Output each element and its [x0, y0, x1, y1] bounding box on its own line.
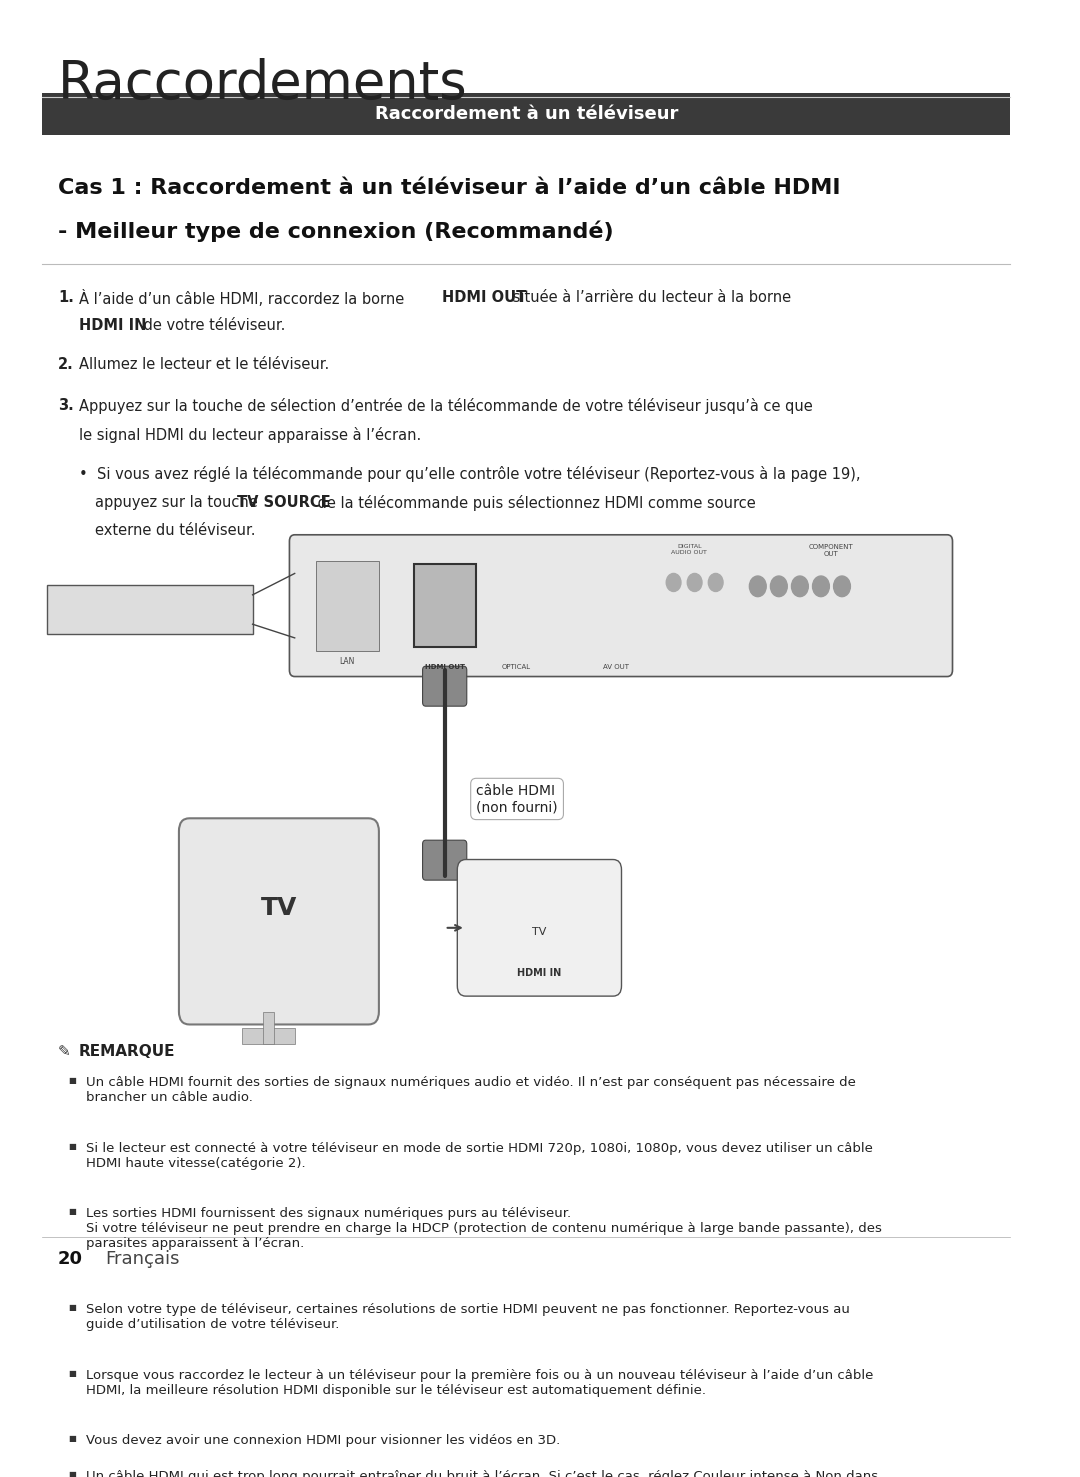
FancyBboxPatch shape	[264, 1012, 273, 1044]
Text: Cas 1 : Raccordement à un téléviseur à l’aide d’un câble HDMI: Cas 1 : Raccordement à un téléviseur à l…	[58, 177, 840, 198]
Text: Un câble HDMI fournit des sorties de signaux numériques audio et vidéo. Il n’est: Un câble HDMI fournit des sorties de sig…	[86, 1077, 856, 1103]
Text: Un câble HDMI qui est trop long pourrait entraîner du bruit à l’écran. Si c’est : Un câble HDMI qui est trop long pourrait…	[86, 1470, 878, 1477]
Text: ■: ■	[68, 1369, 77, 1378]
Circle shape	[770, 576, 787, 597]
Text: TV SOURCE: TV SOURCE	[237, 495, 330, 510]
Text: Les sorties HDMI fournissent des signaux numériques purs au téléviseur.
Si votre: Les sorties HDMI fournissent des signaux…	[86, 1208, 882, 1251]
Text: HDMI IN: HDMI IN	[517, 967, 562, 978]
Circle shape	[834, 576, 850, 597]
Circle shape	[687, 573, 702, 591]
FancyBboxPatch shape	[179, 818, 379, 1025]
FancyBboxPatch shape	[422, 840, 467, 880]
Text: - Meilleur type de connexion (Recommandé): - Meilleur type de connexion (Recommandé…	[58, 220, 613, 242]
Text: COMPONENT
OUT: COMPONENT OUT	[809, 544, 854, 557]
Text: Lorsque vous raccordez le lecteur à un téléviseur pour la première fois ou à un : Lorsque vous raccordez le lecteur à un t…	[86, 1369, 874, 1397]
FancyBboxPatch shape	[42, 93, 1011, 136]
Text: 1.: 1.	[58, 289, 73, 304]
FancyBboxPatch shape	[422, 666, 467, 706]
Text: TV: TV	[260, 897, 297, 920]
Text: Français: Français	[105, 1250, 179, 1267]
Text: Selon votre type de téléviseur, certaines résolutions de sortie HDMI peuvent ne : Selon votre type de téléviseur, certaine…	[86, 1303, 850, 1331]
Circle shape	[750, 576, 766, 597]
Text: AV OUT: AV OUT	[603, 663, 629, 669]
Text: ■: ■	[68, 1470, 77, 1477]
Text: HDMI OUT: HDMI OUT	[424, 663, 464, 669]
Text: LAN: LAN	[339, 657, 355, 666]
Circle shape	[708, 573, 724, 591]
Text: Allumez le lecteur et le téléviseur.: Allumez le lecteur et le téléviseur.	[79, 357, 329, 372]
Text: ✎: ✎	[58, 1044, 70, 1059]
Text: HDMI IN: HDMI IN	[79, 319, 147, 334]
Text: ■: ■	[68, 1208, 77, 1217]
FancyBboxPatch shape	[414, 564, 475, 647]
Text: TV: TV	[532, 926, 546, 936]
FancyBboxPatch shape	[315, 561, 379, 651]
Text: Raccordement à un téléviseur: Raccordement à un téléviseur	[375, 105, 678, 123]
Text: DIGITAL
AUDIO OUT: DIGITAL AUDIO OUT	[672, 544, 707, 554]
Text: Appuyez sur la touche de sélection d’entrée de la télécommande de votre télévise: Appuyez sur la touche de sélection d’ent…	[79, 399, 812, 414]
FancyBboxPatch shape	[48, 585, 253, 634]
Text: ■: ■	[68, 1142, 77, 1151]
Text: ■: ■	[68, 1303, 77, 1312]
Text: 3.: 3.	[58, 399, 73, 414]
Circle shape	[812, 576, 829, 597]
Text: 2.: 2.	[58, 357, 73, 372]
Text: HDMI OUT: HDMI OUT	[442, 289, 526, 304]
Text: Si le lecteur est connecté à votre téléviseur en mode de sortie HDMI 720p, 1080i: Si le lecteur est connecté à votre télév…	[86, 1142, 873, 1170]
Text: externe du téléviseur.: externe du téléviseur.	[95, 523, 255, 538]
Text: •  Si vous avez réglé la télécommande pour qu’elle contrôle votre téléviseur (Re: • Si vous avez réglé la télécommande pou…	[79, 467, 861, 483]
FancyBboxPatch shape	[457, 860, 621, 995]
Text: le signal HDMI du lecteur apparaisse à l’écran.: le signal HDMI du lecteur apparaisse à l…	[79, 427, 421, 443]
FancyBboxPatch shape	[242, 1028, 295, 1044]
Circle shape	[666, 573, 681, 591]
Text: REMARQUE: REMARQUE	[79, 1044, 175, 1059]
Text: Vous devez avoir une connexion HDMI pour visionner les vidéos en 3D.: Vous devez avoir une connexion HDMI pour…	[86, 1434, 561, 1447]
Text: À l’aide d’un câble HDMI, raccordez la borne: À l’aide d’un câble HDMI, raccordez la b…	[79, 289, 409, 307]
Text: 20: 20	[58, 1250, 83, 1267]
Text: ■: ■	[68, 1077, 77, 1086]
Text: câble HDMI
(non fourni): câble HDMI (non fourni)	[476, 784, 558, 814]
Text: Raccordements: Raccordements	[58, 58, 468, 109]
FancyBboxPatch shape	[289, 535, 953, 676]
Text: ■: ■	[68, 1434, 77, 1443]
Text: OPTICAL: OPTICAL	[501, 663, 530, 669]
Text: appuyez sur la touche: appuyez sur la touche	[95, 495, 262, 510]
Text: de la télécommande puis sélectionnez HDMI comme source: de la télécommande puis sélectionnez HDM…	[312, 495, 755, 511]
Text: située à l’arrière du lecteur à la borne: située à l’arrière du lecteur à la borne	[509, 289, 792, 304]
Text: de votre téléviseur.: de votre téléviseur.	[139, 319, 285, 334]
Circle shape	[792, 576, 808, 597]
